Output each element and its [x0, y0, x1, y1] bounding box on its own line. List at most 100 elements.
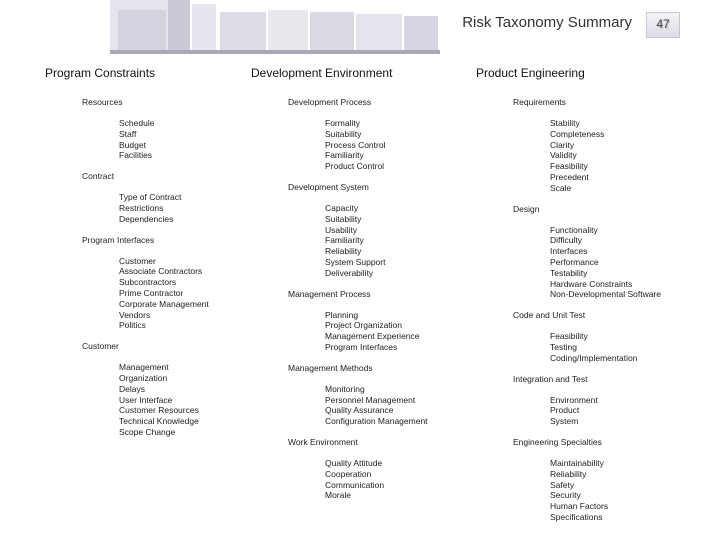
attribute-item: Feasibility [550, 331, 588, 342]
attribute-item: Testing [550, 341, 577, 352]
attribute-item: Communication [325, 479, 385, 490]
attribute-item: Reliability [325, 246, 362, 257]
attribute-item: Dependencies [119, 213, 174, 224]
attribute-item: Cooperation [325, 468, 372, 479]
attribute-item: Process Control [325, 139, 386, 150]
risk-category: Development System Capacity Suitability Usa… [288, 182, 428, 279]
risk-category: Management Methods Monitoring Personnel Ma… [288, 363, 428, 427]
attribute-list: Schedule Staff Budget Facilities [119, 118, 209, 161]
attribute-item: Completeness [550, 128, 605, 139]
attribute-list: Stability Completeness Clarity Validity Feas… [550, 118, 661, 194]
category-label: Work Environment [288, 436, 358, 447]
attribute-item: Organization [119, 372, 168, 383]
category-label: Engineering Specialties [513, 436, 602, 447]
category-label: Design [513, 203, 540, 214]
column-product-engineering: Product Engineering Requirements Stability… [476, 66, 661, 533]
attribute-item: Configuration Management [325, 416, 428, 427]
attribute-item: User Interface [119, 394, 173, 405]
attribute-list: Environment Product System [550, 395, 661, 427]
attribute-item: Associate Contractors [119, 266, 203, 277]
column-development-environment: Development Environment Development Proce… [251, 66, 428, 511]
risk-category: Integration and Test Environment Product Sy… [513, 374, 661, 427]
column-program-constraints: Program Constraints Resources Schedule Staf… [45, 66, 209, 448]
attribute-item: Validity [550, 150, 577, 161]
attribute-item: Management [119, 362, 169, 373]
risk-category: Customer Management Organization Delays User… [82, 341, 209, 438]
attribute-item: Project Organization [325, 320, 403, 331]
category-label: Code and Unit Test [513, 310, 586, 321]
attribute-list: Maintainability Reliability Safety Security… [550, 458, 661, 523]
attribute-item: Restrictions [119, 202, 164, 213]
risk-category: Engineering Specialties Maintainability Re… [513, 437, 661, 523]
category-label: Customer [82, 341, 119, 352]
attribute-item: Capacity [325, 202, 359, 213]
attribute-item: Suitability [325, 128, 362, 139]
category-label: Resources [82, 97, 123, 107]
attribute-list: Functionality Difficulty Interfaces Perform… [550, 225, 661, 301]
attribute-item: Staff [119, 128, 137, 139]
attribute-item: Program Interfaces [325, 341, 398, 352]
risk-category: Resources Schedule Staff Budget Facilities [82, 97, 209, 161]
attribute-item: Stability [550, 118, 580, 128]
attribute-item: Specifications [550, 511, 603, 522]
column-heading: Program Constraints [45, 66, 156, 80]
attribute-item: Functionality [550, 224, 598, 235]
attribute-item: Suitability [325, 213, 362, 224]
attribute-item: Politics [119, 320, 146, 331]
attribute-item: Scale [550, 182, 572, 193]
attribute-item: Hardware Constraints [550, 278, 633, 289]
attribute-list: Planning Project Organization Management E… [325, 310, 428, 353]
attribute-item: Schedule [119, 118, 155, 128]
category-label: Integration and Test [513, 373, 588, 384]
attribute-item: Deliverability [325, 267, 374, 278]
risk-category: Code and Unit Test Feasibility Testing Codi… [513, 310, 661, 363]
page-title: Risk Taxonomy Summary [462, 14, 632, 31]
attribute-item: Monitoring [325, 383, 365, 394]
attribute-item: Management Experience [325, 331, 420, 342]
attribute-item: Usability [325, 224, 358, 235]
attribute-item: Maintainability [550, 457, 604, 468]
attribute-item: Personnel Management [325, 394, 416, 405]
category-label: Management Methods [288, 362, 373, 373]
attribute-item: Budget [119, 139, 146, 150]
risk-category: Work Environment Quality Attitude Cooperat… [288, 437, 428, 501]
category-label: Requirements [513, 97, 566, 107]
attribute-item: Familiarity [325, 235, 364, 246]
attribute-item: Product [550, 405, 580, 416]
attribute-list: Capacity Suitability Usability Familiarity R… [325, 203, 428, 279]
attribute-item: Type of Contract [119, 192, 182, 203]
category-label: Contract [82, 171, 115, 182]
category-label: Development Process [288, 97, 372, 107]
attribute-item: Corporate Management [119, 298, 209, 309]
attribute-list: Customer Associate Contractors Subcontract… [119, 256, 209, 332]
page-number: 47 [656, 17, 670, 31]
attribute-item: Interfaces [550, 246, 588, 257]
risk-category: Program Interfaces Customer Associate Cont… [82, 235, 209, 332]
attribute-item: Quality Attitude [325, 457, 383, 468]
attribute-item: Customer [119, 255, 156, 266]
attribute-item: Customer Resources [119, 405, 199, 416]
attribute-item: Facilities [119, 150, 153, 161]
attribute-item: Reliability [550, 468, 587, 479]
attribute-item: Scope Change [119, 426, 176, 437]
risk-category: Design Functionality Difficulty Interfaces P… [513, 204, 661, 301]
attribute-item: Prime Contractor [119, 287, 184, 298]
attribute-item: Product Control [325, 161, 385, 172]
risk-category: Development Process Formality Suitability P… [288, 97, 428, 172]
attribute-item: Subcontractors [119, 277, 177, 288]
attribute-list: Formality Suitability Process Control Famil… [325, 118, 428, 172]
attribute-item: Morale [325, 490, 351, 501]
attribute-item: Formality [325, 118, 360, 128]
attribute-item: Non-Developmental Software [550, 289, 662, 300]
attribute-item: Familiarity [325, 150, 364, 161]
attribute-list: Feasibility Testing Coding/Implementation [550, 331, 661, 363]
attribute-item: Clarity [550, 139, 575, 150]
category-label: Development System [288, 181, 369, 192]
attribute-item: Testability [550, 267, 588, 278]
attribute-item: Safety [550, 479, 575, 490]
attribute-list: Type of Contract Restrictions Dependencies [119, 192, 209, 224]
attribute-item: Precedent [550, 171, 589, 182]
attribute-item: Feasibility [550, 161, 588, 172]
category-label: Management Process [288, 288, 371, 299]
attribute-item: Coding/Implementation [550, 352, 638, 363]
